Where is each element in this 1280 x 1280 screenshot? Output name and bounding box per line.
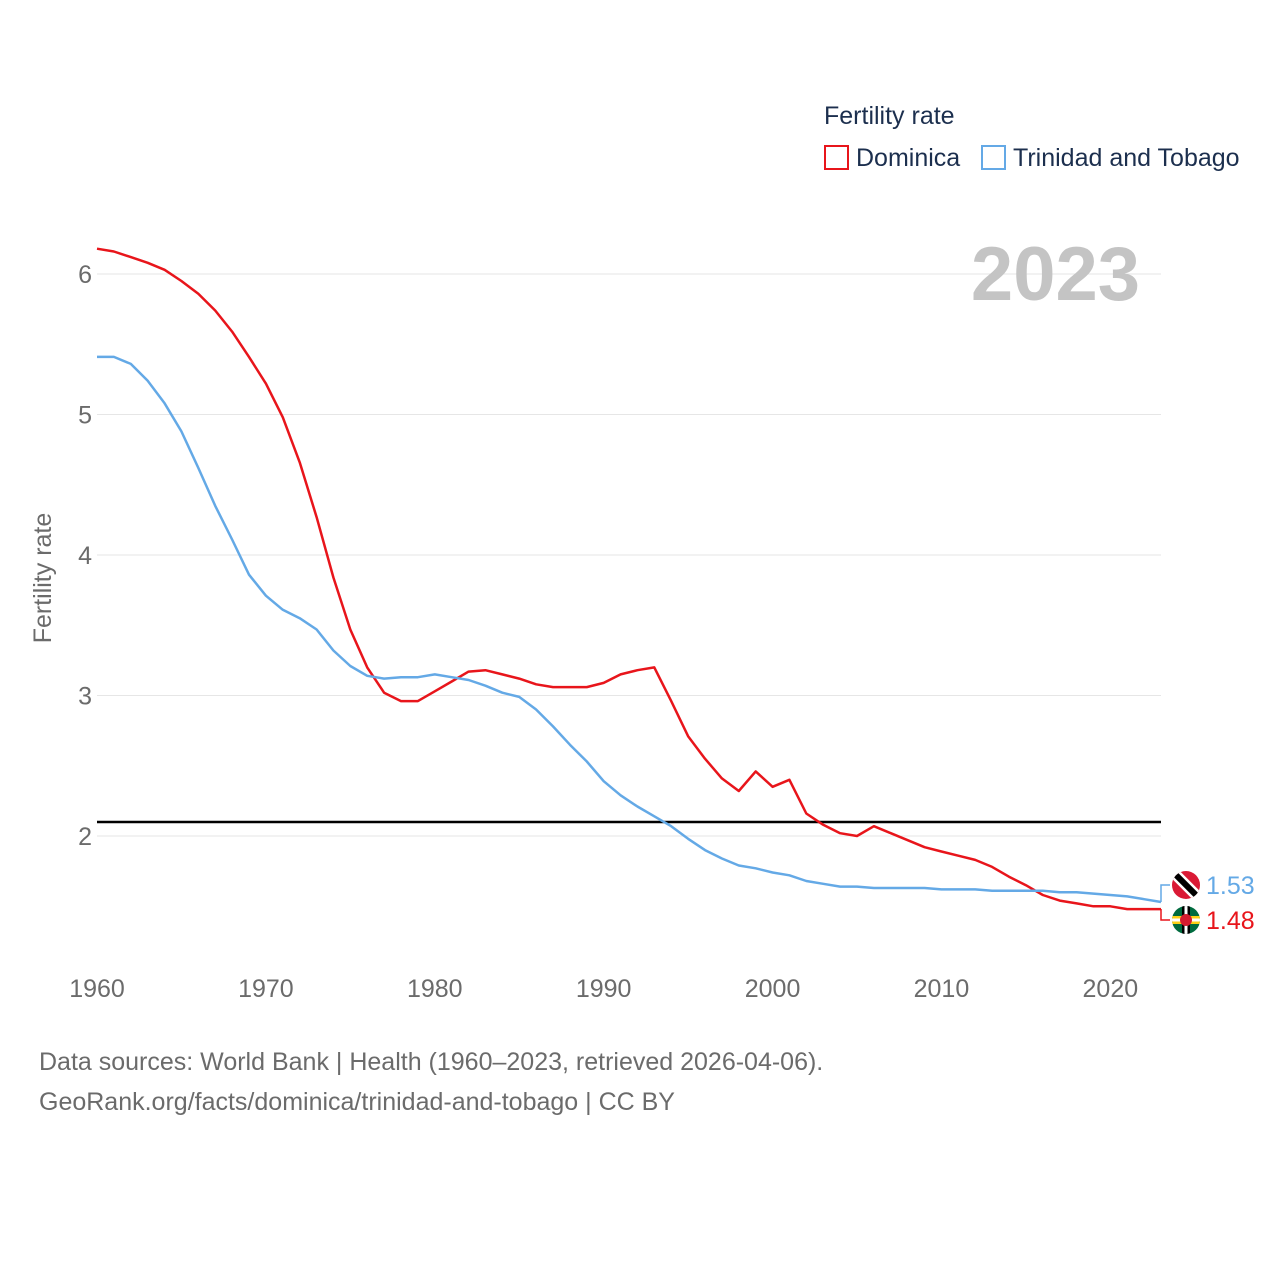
y-axis-label: Fertility rate <box>29 513 57 644</box>
y-tick-label: 3 <box>78 683 92 711</box>
x-tick-label: 1970 <box>238 975 294 1003</box>
legend: Fertility rate Dominica Trinidad and Tob… <box>824 102 1240 172</box>
x-tick-label: 2010 <box>914 975 970 1003</box>
y-tick-label: 6 <box>78 261 92 289</box>
x-tick-label: 1960 <box>69 975 125 1003</box>
grid <box>97 273 1161 837</box>
y-tick-label: 5 <box>78 402 92 430</box>
x-tick-label: 2020 <box>1083 975 1139 1003</box>
series-line-dominica <box>96 247 1161 911</box>
y-tick-label: 2 <box>78 823 92 851</box>
legend-entry-trinidad-and-tobago[interactable]: Trinidad and Tobago <box>1013 144 1240 172</box>
end-label-trinidad-and-tobago: 1.53 <box>1206 872 1255 900</box>
x-tick-label: 1980 <box>407 975 463 1003</box>
leader-line-trinidad-and-tobago <box>1160 884 1170 903</box>
x-tick-label: 2000 <box>745 975 801 1003</box>
x-axis-ticks: 1960 1970 1980 1990 2000 2010 2020 <box>69 975 1138 1003</box>
x-tick-label: 1990 <box>576 975 632 1003</box>
legend-title: Fertility rate <box>824 102 955 130</box>
trinidad-and-tobago-flag-icon <box>1172 871 1200 899</box>
legend-swatch-dominica <box>824 145 849 170</box>
end-label-dominica: 1.48 <box>1206 907 1255 935</box>
dominica-flag-icon <box>1172 906 1200 934</box>
series-end-labels: 1.48 1.53 <box>1160 871 1255 935</box>
leader-line-dominica <box>1160 909 1170 921</box>
series-lines <box>96 247 1162 911</box>
y-axis-ticks: 2 3 4 5 6 <box>78 261 92 851</box>
y-tick-label: 4 <box>78 542 92 570</box>
source-line-1: Data sources: World Bank | Health (1960–… <box>39 1048 824 1076</box>
source-line-2[interactable]: GeoRank.org/facts/dominica/trinidad-and-… <box>39 1088 675 1116</box>
legend-entry-dominica[interactable]: Dominica <box>856 144 960 172</box>
legend-swatch-trinidad-and-tobago <box>981 145 1006 170</box>
source-note: Data sources: World Bank | Health (1960–… <box>39 1042 823 1122</box>
year-label: 2023 <box>971 232 1140 317</box>
series-line-trinidad-and-tobago <box>97 355 1162 904</box>
